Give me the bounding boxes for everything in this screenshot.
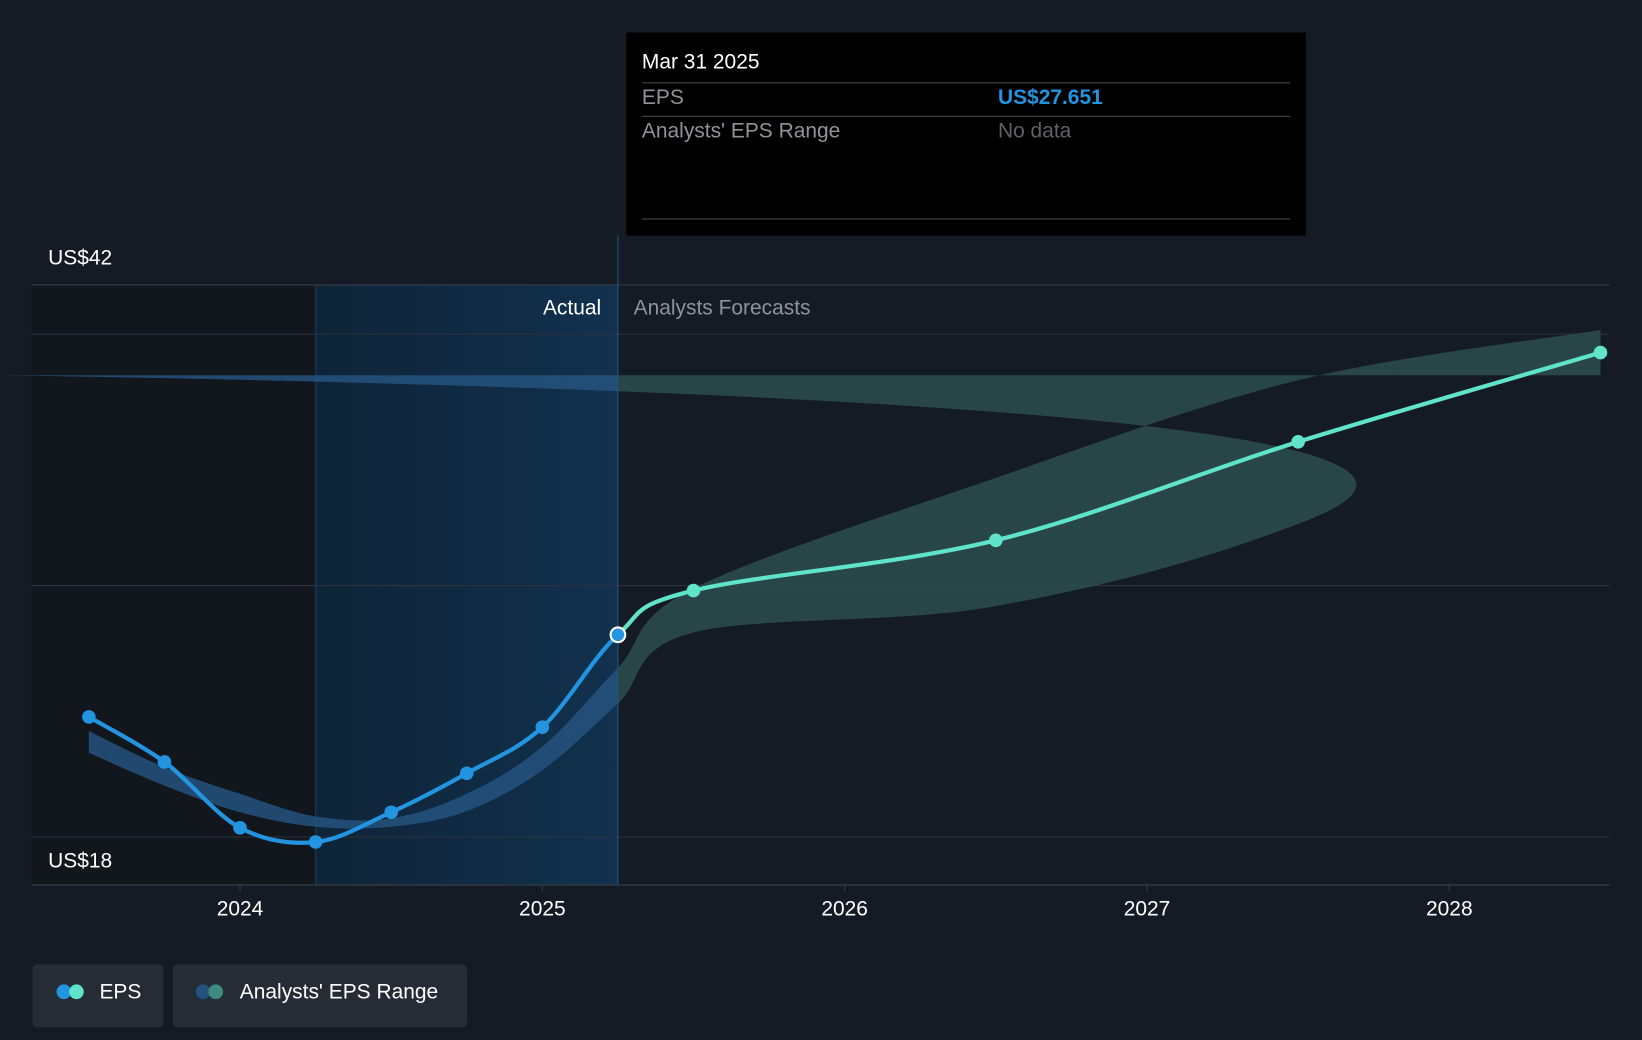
legend-label: Analysts' EPS Range	[240, 980, 438, 1003]
tooltip-box	[626, 32, 1306, 236]
plot-area: US$18 US$42 2024 2025 2026 2027 2028 Actual Anal…	[0, 235, 1610, 921]
legend: EPS Analysts' EPS Range	[32, 964, 468, 1028]
legend-item[interactable]	[32, 964, 164, 1028]
eps-point	[308, 835, 323, 849]
eps-point	[535, 720, 550, 734]
x-tick-label: 2026	[821, 898, 868, 921]
eps-point	[82, 710, 96, 724]
legend-dot	[56, 984, 72, 1000]
y-tick-label: US$42	[48, 246, 112, 269]
x-tick-label: 2028	[1426, 898, 1473, 921]
legend-dot	[195, 984, 211, 1000]
legend-dot	[69, 984, 84, 1000]
tooltip-label: Analysts' EPS Range	[642, 120, 840, 143]
x-tick-label: 2024	[217, 898, 264, 921]
eps-point	[384, 805, 398, 820]
eps-point	[1291, 435, 1305, 449]
eps-point	[233, 820, 247, 835]
tooltip-value: No data	[998, 120, 1072, 143]
range-area	[0, 329, 1601, 829]
eps-point	[609, 626, 627, 644]
eps-point	[1593, 345, 1608, 360]
region-label: Analysts Forecasts	[634, 297, 811, 320]
legend-dot	[208, 984, 224, 1000]
tooltip-label: EPS	[642, 86, 684, 109]
eps-point	[989, 533, 1003, 548]
eps-point	[157, 755, 172, 769]
x-tick-label: 2027	[1124, 898, 1171, 921]
eps-point	[686, 583, 701, 598]
region-label: Actual	[543, 297, 601, 320]
legend-item[interactable]	[172, 964, 468, 1028]
tooltip-value: US$27.651	[998, 86, 1103, 109]
legend-label: EPS	[99, 980, 141, 1003]
y-tick-label: US$18	[48, 850, 112, 873]
x-tick-label: 2025	[519, 898, 566, 921]
tooltip-date: Mar 31 2025	[642, 50, 760, 73]
tooltip: Mar 31 2025 EPS US$27.651 Analysts' EPS …	[626, 32, 1306, 236]
eps-point	[459, 766, 474, 781]
past-region	[31, 284, 316, 885]
